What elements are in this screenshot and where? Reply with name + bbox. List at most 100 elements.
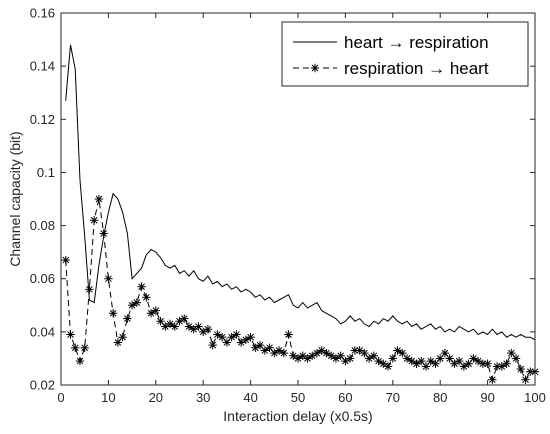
data-point-star [312, 348, 322, 358]
data-point-star [407, 356, 416, 366]
data-point-star [383, 362, 393, 371]
x-tick-label: 20 [149, 390, 163, 405]
x-tick-label: 10 [101, 390, 115, 405]
data-point-star [298, 351, 307, 360]
data-point-star [227, 332, 236, 342]
y-axis-label: Channel capacity (bit) [7, 131, 23, 266]
data-point-star [412, 359, 421, 368]
data-point-star [246, 332, 255, 342]
data-point-star [108, 309, 118, 318]
data-point-star [213, 330, 222, 339]
data-point-star [137, 282, 146, 291]
data-point-star [85, 285, 94, 294]
data-point-star [454, 356, 464, 366]
y-tick-label: 0.08 [30, 218, 55, 233]
data-point-star [488, 375, 497, 384]
data-point-star [123, 314, 132, 323]
x-tick-label: 70 [386, 390, 400, 405]
data-point-star [388, 354, 397, 363]
data-point-star [364, 354, 374, 363]
data-point-star [526, 367, 535, 376]
data-point-star [194, 322, 203, 331]
data-point-star [61, 255, 70, 265]
data-point-star [189, 325, 198, 334]
x-tick-label: 80 [433, 390, 447, 405]
y-tick-label: 0.06 [30, 271, 55, 286]
legend-star-marker [310, 63, 320, 73]
data-point-star [199, 327, 208, 337]
data-point-star [303, 354, 312, 363]
series-line-0 [65, 44, 536, 341]
x-tick-label: 100 [524, 390, 546, 405]
data-point-star [464, 359, 473, 368]
data-point-star [274, 346, 284, 355]
data-point-star [398, 348, 407, 358]
x-axis-label: Interaction delay (x0.5s) [223, 408, 372, 424]
data-point-star [279, 348, 288, 358]
data-point-star [217, 332, 227, 342]
legend-star-glyph [310, 63, 320, 73]
series-markers-1 [61, 194, 540, 384]
y-tick-label: 0.14 [30, 59, 55, 74]
data-point-star [203, 325, 213, 334]
data-point-star [118, 332, 127, 342]
data-point-star [431, 359, 440, 368]
data-point-star [450, 359, 459, 368]
series-layer [61, 44, 540, 384]
data-point-star [436, 354, 445, 363]
data-point-star [516, 364, 525, 374]
data-point-star [336, 351, 345, 360]
data-point-star [80, 343, 89, 352]
data-point-star [156, 317, 165, 326]
y-tick-label: 0.16 [30, 6, 55, 21]
y-tick-label: 0.1 [37, 165, 55, 180]
data-point-star [521, 375, 530, 384]
data-point-star [341, 356, 350, 366]
data-point-star [99, 229, 108, 238]
data-point-star [255, 340, 265, 350]
data-point-star [308, 351, 317, 360]
data-point-star [469, 354, 478, 363]
legend-label-respiration-to-heart: respiration → heart [344, 59, 489, 78]
data-point-star [326, 351, 336, 360]
data-point-star [284, 330, 293, 339]
data-point-star [507, 348, 516, 358]
legend: heart → respiration respiration → heart [281, 21, 529, 87]
x-tick-label: 40 [243, 390, 257, 405]
data-point-star [497, 362, 507, 371]
data-point-star [331, 354, 341, 363]
x-tick-label: 50 [291, 390, 305, 405]
data-point-star [241, 335, 251, 345]
x-tick-label: 90 [480, 390, 494, 405]
data-point-star [502, 359, 511, 368]
data-point-star [270, 348, 279, 358]
data-point-star [473, 356, 483, 366]
data-point-star [417, 356, 426, 366]
data-point-star [132, 298, 142, 307]
data-point-star [426, 356, 435, 366]
data-point-star [236, 338, 246, 347]
data-point-star [483, 359, 492, 368]
x-tick-label: 0 [57, 390, 64, 405]
data-point-star [317, 346, 326, 355]
y-tick-label: 0.04 [30, 324, 55, 339]
y-tick-label: 0.02 [30, 378, 55, 393]
data-point-star [184, 322, 194, 331]
data-point-star [104, 274, 113, 283]
data-point-star [421, 362, 431, 371]
data-point-star [146, 309, 156, 318]
data-point-star [208, 340, 217, 350]
data-point-star [260, 346, 270, 355]
data-point-star [402, 354, 412, 363]
data-point-star [379, 359, 388, 368]
data-point-star [222, 338, 232, 347]
data-point-star [360, 348, 369, 358]
data-point-star [440, 348, 450, 358]
x-tick-label: 30 [196, 390, 210, 405]
data-point-star [151, 306, 160, 315]
data-point-star [251, 343, 260, 352]
data-point-star [265, 343, 274, 352]
data-point-star [161, 322, 170, 331]
data-point-star [345, 354, 355, 363]
x-tick-label: 60 [338, 390, 352, 405]
